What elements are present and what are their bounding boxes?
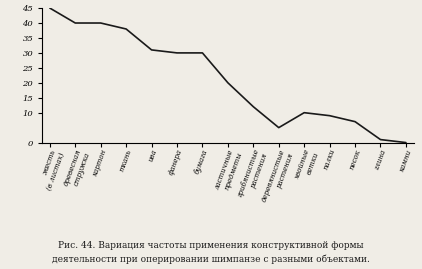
Text: грибянистые
растения: грибянистые растения bbox=[236, 148, 270, 202]
Text: глина: глина bbox=[373, 148, 388, 171]
Text: древесная
стружка: древесная стружка bbox=[62, 148, 92, 190]
Text: ластичные
предметы: ластичные предметы bbox=[214, 148, 244, 194]
Text: палки: палки bbox=[322, 148, 337, 171]
Text: хвойные
ветки: хвойные ветки bbox=[293, 148, 320, 183]
Text: бумага: бумага bbox=[194, 148, 210, 175]
Text: Рис. 44. Вариация частоты применения конструктивной формы: Рис. 44. Вариация частоты применения кон… bbox=[58, 241, 364, 250]
Text: картон: картон bbox=[91, 148, 108, 177]
Text: песок: песок bbox=[348, 148, 362, 170]
Text: фанера: фанера bbox=[168, 148, 184, 176]
Text: деятельности при оперировании шимпанзе с разными объектами.: деятельности при оперировании шимпанзе с… bbox=[52, 254, 370, 264]
Text: жесть
(в листах): жесть (в листах) bbox=[36, 148, 66, 191]
Text: ткань: ткань bbox=[118, 148, 134, 172]
Text: ива: ива bbox=[147, 148, 159, 163]
Text: деревянистые
растения: деревянистые растения bbox=[260, 148, 295, 206]
Text: камни: камни bbox=[398, 148, 414, 172]
